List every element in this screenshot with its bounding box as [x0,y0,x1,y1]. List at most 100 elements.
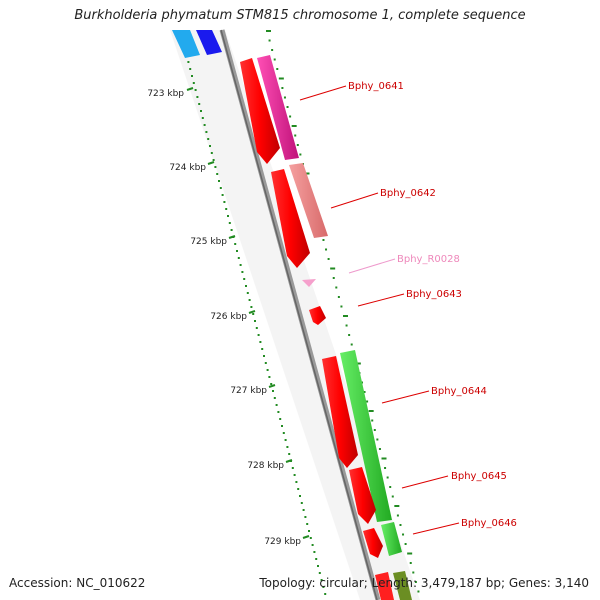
gene-cog-bar[interactable] [257,55,299,160]
ruler-dot [192,82,195,84]
gene-cds-arrow[interactable] [309,306,326,325]
ruler-dot [324,593,327,595]
feature-tick [417,590,420,593]
ruler-dot [295,481,298,483]
ruler-major-tick [228,235,236,239]
ruler-dot [237,257,240,259]
gene-cds-arrow[interactable] [322,356,358,468]
feature-tick [350,343,353,346]
gene-cds-arrow[interactable] [240,58,280,164]
ruler-dot [209,145,211,147]
ruler-dot [259,341,262,343]
feature-tick [345,324,348,327]
ruler-dot [205,131,208,133]
accession-text: Accession: NC_010622 [9,576,146,590]
feature-tick [389,486,392,488]
ruler-dot [191,75,193,77]
ruler-dot [218,180,220,182]
ruler-dot [315,558,318,560]
ruler-dot [241,271,244,273]
ruler-dot [250,306,253,308]
feature-tick [299,153,302,156]
feature-tick [335,286,338,289]
ruler-dot [293,474,296,476]
ruler-line [182,40,327,595]
ruler-dot [201,117,204,119]
gene-cog-bar[interactable] [340,350,392,522]
ruler-dot [189,68,192,70]
ruler-dot [282,432,285,434]
feature-tick [381,457,387,460]
gene-label[interactable]: Bphy_0643 [406,289,462,300]
gene-cds-arrow[interactable] [363,528,383,558]
feature-tick [304,172,310,175]
ruler-dot [291,467,294,469]
feature-tick [289,115,292,118]
gene-label[interactable]: Bphy_0645 [451,471,507,482]
label-leaders [299,85,460,535]
gene-cog-bar[interactable] [289,163,328,238]
feature-tick [332,277,335,279]
feature-tick [386,476,389,479]
feature-tick [325,248,328,251]
gene-cds-arrow[interactable] [349,467,376,524]
feature-tick [281,87,284,89]
feature-tick [291,125,297,127]
ruler-dot [320,579,323,581]
ruler-dot [227,215,229,217]
ruler-dot [304,516,307,518]
ruler-major-tick [302,535,310,539]
feature-tick [409,562,412,564]
gene-label[interactable]: Bphy_0642 [380,188,436,199]
ruler-dot [288,453,291,455]
ruler-dot [279,418,282,420]
ruler-dot [207,138,210,140]
ruler-dot [234,243,237,245]
feature-tick [412,571,415,574]
ruler-tick-label: 727 kbp [230,386,267,396]
ruler-major-tick [248,310,256,314]
feature-tick [368,410,374,412]
ruler-dot [322,586,325,588]
gene-cds-arrow[interactable] [271,169,310,268]
ruler-tick-label: 725 kbp [190,237,227,247]
feature-tick [414,581,417,583]
feature-tick [404,543,407,545]
ruler-dot [302,509,305,511]
feature-tick [371,419,374,422]
ruler-dot [228,222,231,224]
rrna-feature[interactable] [302,279,316,287]
feature-tick [394,505,400,507]
ruler-dot [317,565,319,567]
ruler-dot [245,285,247,287]
ruler-dot [187,61,190,63]
ruler-dot [297,488,300,490]
feature-tick [330,267,336,270]
gene-label[interactable]: Bphy_0641 [348,81,404,92]
feature-tick [340,305,343,308]
ruler-dot [268,376,271,378]
ruler-dot [311,544,314,546]
ruler-dot [266,369,269,371]
feature-tick [402,533,405,536]
feature-tick [343,315,348,317]
gene-label[interactable]: Bphy_0644 [431,386,487,397]
gene-label[interactable]: Bphy_0646 [461,518,517,529]
ruler-dot [252,313,255,315]
ruler-major-tick [207,161,215,165]
gene-label[interactable]: Bphy_R0028 [397,254,460,265]
backbone-edge [220,29,378,600]
ruler-dot [275,404,278,406]
feature-tick [348,334,351,336]
gene-cds-partial [375,572,394,600]
feature-tick [327,258,330,260]
ruler-major-tick [268,384,276,388]
gene-cog-bar[interactable] [381,522,402,556]
feature-tick [391,495,394,498]
ruler-dot [254,320,256,322]
ruler-major-tick [285,459,293,463]
ruler-dot [277,411,280,413]
ruler-dot [243,278,246,280]
ruler-dot [210,152,213,154]
ruler-tick-label: 729 kbp [264,537,301,547]
